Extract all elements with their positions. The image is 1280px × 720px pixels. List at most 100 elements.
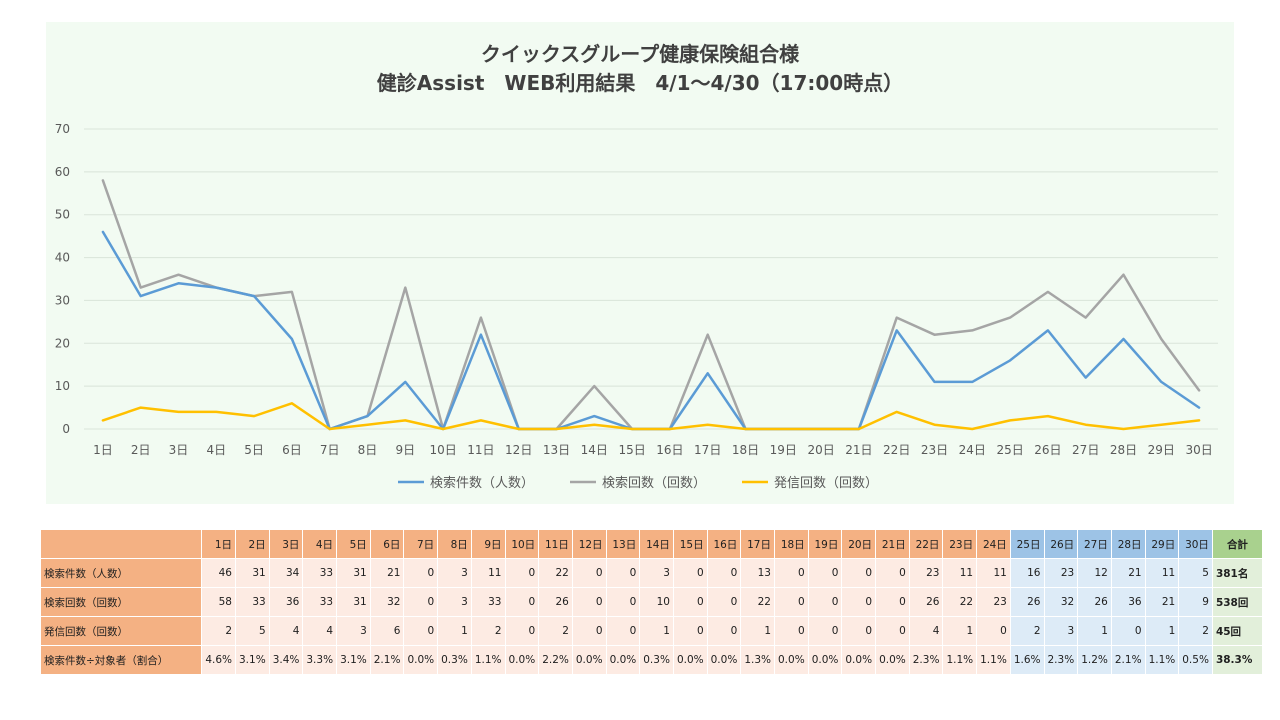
table-cell: 0 [504,616,540,646]
table-cell: 1.1% [942,645,978,675]
table-cell: 0 [841,558,877,588]
table-row-label: 発信回数（回数） [40,616,202,646]
table-cell: 4 [302,616,338,646]
table-cell: 0.3% [437,645,472,675]
x-tick-label: 14日 [581,443,608,457]
table-cell: 1.1% [470,645,506,675]
data-table: 1日 2日 3日 4日 5日 6日 7日 8日 9日 10日 11日 12日 13日 14日 15日 16日 1… [40,529,1263,675]
table-cell: 1.1% [976,645,1011,675]
table-cell: 0.0% [807,645,843,675]
table-cell: 0.3% [639,645,674,675]
legend-label: 発信回数（回数） [774,476,878,491]
table-cell: 0 [571,558,607,588]
table-cell: 11 [470,558,506,588]
table-day-header: 6日 [369,529,405,559]
table-total-header: 合計 [1211,529,1263,559]
chart-subtitle: 健診Assist WEB利用結果 4/1～4/30（17:00時点） [376,71,904,95]
table-cell: 5 [235,616,270,646]
table-cell: 2 [201,616,236,646]
table-cell: 0 [807,558,843,588]
series-line-3 [101,402,1201,431]
table-cell: 16 [1009,558,1045,588]
table-day-header: 14日 [639,529,674,559]
x-tick-label: 25日 [996,443,1023,457]
table-cell: 32 [1043,587,1079,617]
table-cell: 34 [268,558,304,588]
table-cell: 0 [706,558,742,588]
line-chart: 0 10 20 30 40 50 60 70 1日 2日 3日 4日 5日 6日 7日 8日 9日 10日 11日 1… [55,122,1218,491]
x-tick-label: 7日 [320,443,340,457]
table-cell: 0 [672,616,708,646]
x-tick-label: 15日 [618,443,645,457]
table-cell: 26 [908,587,944,617]
x-tick-label: 17日 [694,443,721,457]
table-row-label: 検索件数（人数） [40,558,202,588]
y-tick-label: 10 [55,379,70,393]
table-cell: 2.1% [1110,645,1146,675]
table-cell: 0 [403,616,439,646]
table-cell: 33 [235,587,270,617]
table-cell: 0 [605,558,641,588]
table-day-header: 28日 [1110,529,1146,559]
table-cell: 0.0% [774,645,809,675]
table-cell: 0.5% [1178,645,1213,675]
table-row-label: 検索回数（回数） [40,587,202,617]
table-cell: 0.0% [672,645,708,675]
table-cell: 11 [1144,558,1180,588]
table-cell: 4.6% [201,645,236,675]
x-tick-label: 9日 [395,443,415,457]
y-tick-label: 20 [55,336,70,350]
x-tick-label: 4日 [206,443,226,457]
x-tick-label: 19日 [770,443,797,457]
x-tick-label: 16日 [656,443,683,457]
table-cell: 3.1% [336,645,371,675]
table-cell: 0.0% [706,645,742,675]
table-total-cell: 38.3% [1211,645,1263,675]
table-cell: 13 [740,558,775,588]
x-tick-label: 2日 [131,443,151,457]
table-cell: 0 [403,558,439,588]
table-cell: 0 [571,616,607,646]
table-day-header: 10日 [504,529,540,559]
table-cell: 0 [976,616,1011,646]
table-row: 検索回数（回数） 58 33 36 33 31 32 0 3 33 0 26 0 0 10 0 0 22 0 0 0 0 2… [40,587,1263,617]
table-cell: 0 [841,587,877,617]
table-day-header: 13日 [605,529,641,559]
x-tick-label: 30日 [1185,443,1212,457]
table-cell: 36 [268,587,304,617]
table-corner [40,529,202,559]
table-cell: 4 [268,616,304,646]
table-cell: 0 [841,616,877,646]
x-tick-label: 18日 [732,443,759,457]
table-cell: 0 [706,587,742,617]
x-tick-label: 28日 [1110,443,1137,457]
table-cell: 2.2% [538,645,573,675]
table-cell: 1.3% [740,645,775,675]
table-day-header: 3日 [268,529,304,559]
table-day-header: 15日 [672,529,708,559]
table-cell: 2 [538,616,573,646]
table-cell: 1.2% [1077,645,1112,675]
table-cell: 0 [807,587,843,617]
table-day-header: 7日 [403,529,439,559]
table-day-header: 9日 [470,529,506,559]
x-tick-label: 20日 [807,443,834,457]
table-cell: 0 [605,616,641,646]
table-cell: 31 [235,558,270,588]
table-day-header: 24日 [976,529,1011,559]
table-cell: 1 [437,616,472,646]
table-cell: 10 [639,587,674,617]
table-cell: 0.0% [504,645,540,675]
table-day-header: 4日 [302,529,338,559]
table-total-cell: 381名 [1211,558,1263,588]
table-cell: 0 [807,616,843,646]
table-cell: 32 [369,587,405,617]
table-cell: 22 [538,558,573,588]
table-cell: 26 [1009,587,1045,617]
table-day-header: 21日 [875,529,910,559]
table-cell: 3 [639,558,674,588]
table-cell: 1 [1077,616,1112,646]
x-tick-label: 5日 [244,443,264,457]
table-day-header: 11日 [538,529,573,559]
table-cell: 0.0% [875,645,910,675]
